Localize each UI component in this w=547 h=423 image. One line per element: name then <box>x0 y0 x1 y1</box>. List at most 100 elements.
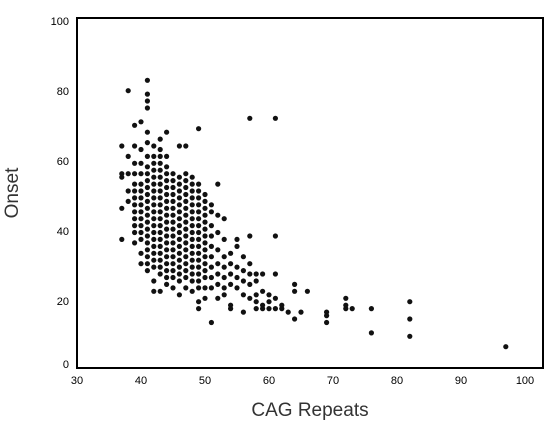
data-point <box>196 202 202 208</box>
data-point <box>125 198 131 204</box>
data-point <box>176 202 182 208</box>
data-point <box>132 171 138 177</box>
data-point <box>407 299 413 305</box>
data-point <box>176 250 182 256</box>
data-point <box>144 98 150 104</box>
data-point <box>151 181 157 187</box>
data-point <box>170 240 176 246</box>
data-point <box>144 212 150 218</box>
data-point <box>151 223 157 229</box>
data-point <box>176 257 182 263</box>
data-point <box>144 240 150 246</box>
data-point <box>189 216 195 222</box>
data-point <box>208 202 214 208</box>
data-point <box>138 261 144 267</box>
data-point <box>285 309 291 315</box>
data-point <box>164 198 170 204</box>
data-point <box>132 209 138 215</box>
data-point <box>215 181 221 187</box>
data-point <box>253 278 259 284</box>
data-point <box>247 295 253 301</box>
data-point <box>183 268 189 274</box>
data-point <box>176 271 182 277</box>
data-point <box>164 164 170 170</box>
data-point <box>196 188 202 194</box>
data-point <box>234 243 240 249</box>
data-point <box>240 268 246 274</box>
data-point <box>151 257 157 263</box>
data-point <box>208 233 214 239</box>
data-point <box>144 77 150 83</box>
data-point <box>279 306 285 312</box>
data-point <box>183 261 189 267</box>
data-point <box>164 219 170 225</box>
data-point <box>202 295 208 301</box>
data-point <box>164 261 170 267</box>
data-point <box>157 257 163 263</box>
data-point <box>183 205 189 211</box>
data-point <box>144 226 150 232</box>
data-point <box>260 271 266 277</box>
data-point <box>324 313 330 319</box>
data-point <box>164 281 170 287</box>
data-point <box>157 229 163 236</box>
data-point <box>208 274 214 281</box>
x-tick-label: 40 <box>135 375 147 387</box>
data-point <box>240 309 246 315</box>
data-point <box>132 223 138 229</box>
data-point <box>164 212 170 218</box>
data-point <box>170 178 176 184</box>
data-point <box>157 136 163 142</box>
data-point <box>196 257 202 263</box>
data-point <box>228 306 234 312</box>
data-point <box>189 250 195 256</box>
plot-frame <box>76 17 544 369</box>
data-point <box>176 292 182 298</box>
data-point <box>176 181 182 187</box>
data-point <box>272 233 278 239</box>
data-point <box>304 288 310 294</box>
data-point <box>138 223 144 229</box>
data-point <box>221 216 227 222</box>
data-point <box>247 281 253 287</box>
data-point <box>189 236 195 242</box>
data-point <box>157 195 163 201</box>
data-point <box>196 223 202 229</box>
data-point <box>157 264 163 270</box>
data-point <box>157 236 163 242</box>
data-point <box>132 202 138 208</box>
data-point <box>144 205 150 211</box>
data-point <box>196 181 202 187</box>
data-point <box>183 274 189 281</box>
data-point <box>202 212 208 218</box>
data-point <box>132 143 138 149</box>
data-point <box>170 261 176 267</box>
data-point <box>253 306 259 312</box>
data-point <box>132 229 138 236</box>
data-point <box>202 254 208 260</box>
y-axis-ticks: 0 20 40 60 80 100 <box>51 16 69 371</box>
data-point <box>157 223 163 229</box>
data-point <box>221 236 227 242</box>
data-point <box>221 285 227 291</box>
data-point <box>176 243 182 249</box>
data-point <box>183 198 189 204</box>
data-point <box>189 264 195 270</box>
data-point <box>144 164 150 170</box>
data-point <box>407 333 413 339</box>
data-point <box>202 268 208 274</box>
x-tick-label: 70 <box>327 375 339 387</box>
data-point <box>503 344 509 350</box>
data-point <box>368 330 374 336</box>
data-point <box>202 233 208 239</box>
data-point <box>292 288 298 294</box>
data-point <box>170 226 176 232</box>
data-point <box>266 292 272 298</box>
data-point <box>196 299 202 305</box>
data-point <box>157 216 163 222</box>
data-point <box>221 274 227 281</box>
data-point <box>170 198 176 204</box>
data-point <box>221 254 227 260</box>
data-point <box>164 184 170 191</box>
